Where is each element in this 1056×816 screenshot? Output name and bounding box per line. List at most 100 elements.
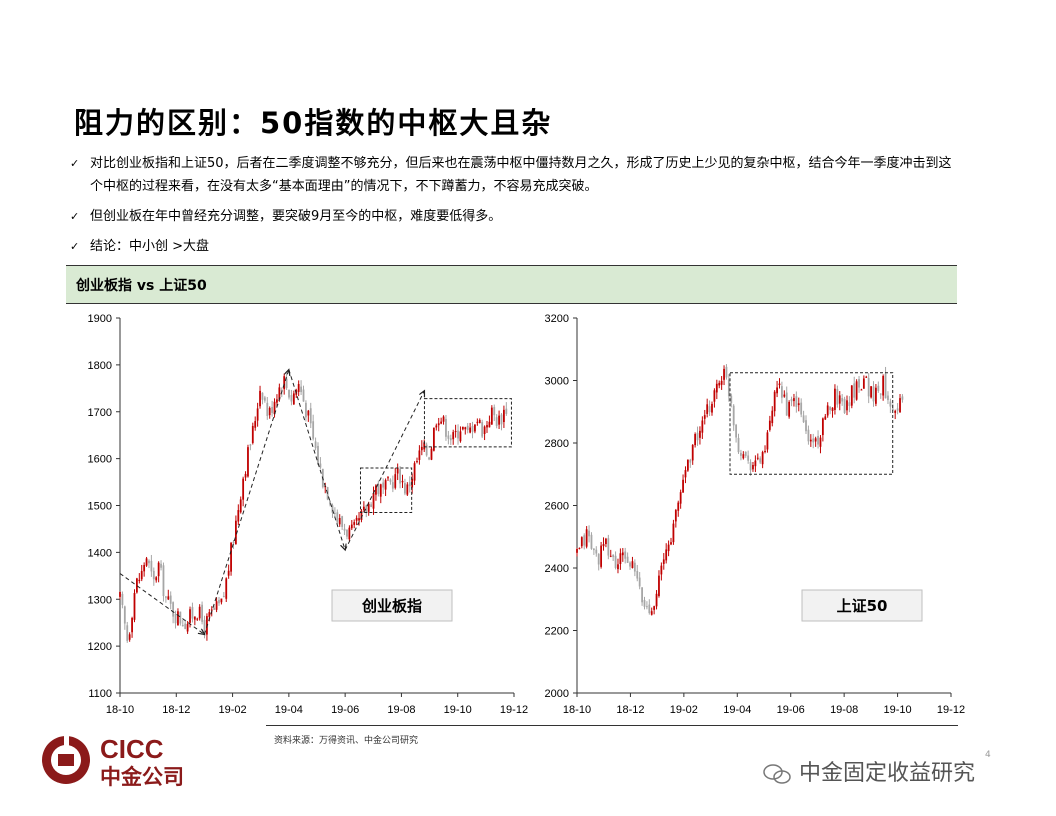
candle-body (346, 529, 348, 537)
candle-body (179, 611, 182, 624)
candle-body (703, 415, 706, 419)
page-number: 4 (985, 750, 991, 760)
candle-body (449, 438, 452, 441)
candle-body (597, 553, 600, 565)
y-tick-label: 1200 (88, 641, 112, 653)
candle-body (720, 380, 723, 385)
chart-label: 创业板指 (361, 597, 422, 615)
candle-body (309, 408, 312, 424)
candle-body (718, 382, 721, 386)
candle-body (682, 479, 684, 493)
candle-body (759, 458, 762, 463)
candle-body (251, 425, 254, 443)
candle-body (609, 555, 612, 557)
candle-body (133, 593, 136, 620)
candle-body (430, 448, 433, 460)
candle-body (283, 376, 286, 390)
candle-body (730, 395, 733, 403)
candle-body (747, 455, 750, 461)
candle-body (699, 430, 701, 438)
candle-body (254, 421, 257, 428)
candle-body (232, 541, 235, 544)
candle-body (800, 402, 803, 415)
candle-body (263, 397, 266, 401)
candle-body (882, 375, 885, 396)
chart-banner: 创业板指 vs 上证50 (66, 265, 957, 304)
candle-body (776, 387, 778, 394)
candle-body (157, 562, 160, 577)
candle-body (650, 611, 653, 615)
candle-body (143, 565, 146, 572)
candle-body (858, 379, 860, 388)
candle-body (498, 415, 500, 425)
candle-body (177, 611, 179, 626)
candle-body (181, 624, 184, 627)
candle-body (396, 467, 399, 474)
candle-body (773, 391, 776, 412)
candle-body (817, 435, 819, 445)
x-tick-label: 19-02 (219, 704, 247, 716)
x-tick-label: 19-12 (937, 704, 965, 716)
candle-body (244, 473, 247, 478)
candle-body (826, 405, 829, 416)
candle-body (612, 554, 615, 558)
bullet-list: ✓ 对比创业板指和上证50，后者在二季度调整不够充分，但后来也在震荡中枢中僵持数… (70, 152, 960, 258)
x-tick-label: 18-10 (106, 704, 134, 716)
candle-body (375, 485, 377, 495)
candle-body (469, 427, 472, 433)
y-tick-label: 2600 (545, 501, 569, 513)
candle-body (812, 438, 815, 443)
candle-body (302, 389, 305, 402)
x-tick-label: 18-10 (563, 704, 591, 716)
logo-cn: 中金公司 (100, 765, 184, 789)
candle-body (672, 523, 675, 543)
candle-body (367, 503, 370, 512)
candle-body (155, 577, 158, 581)
candle-body (319, 463, 322, 468)
candle-body (636, 571, 639, 579)
y-tick-label: 1400 (88, 547, 112, 559)
candle-body (399, 469, 401, 484)
candle-body (196, 618, 199, 620)
candle-body (684, 470, 687, 478)
candle-body (677, 502, 680, 511)
candle-body (239, 499, 242, 513)
candle-body (761, 452, 764, 465)
candle-body (379, 484, 382, 497)
candle-body (891, 408, 894, 411)
chart-label-box (801, 589, 923, 622)
candle-body (305, 402, 307, 418)
candle-body (662, 559, 665, 564)
candle-body (860, 389, 863, 391)
candle-body (749, 461, 752, 471)
candle-body (481, 422, 484, 437)
y-tick-label: 1700 (88, 407, 112, 419)
candle-body (578, 547, 581, 549)
candle-body (778, 383, 781, 386)
candle-body (249, 444, 252, 446)
x-tick-label: 18-12 (162, 704, 190, 716)
candle-body (503, 409, 505, 423)
candle-body (887, 395, 889, 401)
candle-body (846, 400, 848, 411)
y-tick-label: 2000 (545, 688, 569, 700)
candle-body (341, 516, 344, 527)
candle-body (189, 609, 191, 623)
candle-body (406, 484, 409, 495)
trend-arrow (288, 369, 345, 550)
candle-body (384, 480, 387, 490)
candle-body (754, 460, 757, 467)
candle-body (131, 618, 133, 633)
candle-body (331, 505, 334, 513)
candle-body (605, 538, 607, 544)
candle-body (121, 593, 124, 605)
candle-body (350, 524, 353, 529)
candle-body (447, 435, 450, 439)
candle-body (790, 399, 793, 402)
candle-body (894, 410, 897, 413)
candle-body (580, 537, 583, 547)
source-note: 资料来源：万得资讯、中金公司研究 (274, 736, 419, 746)
candle-body (348, 527, 351, 540)
chart-label-box (331, 589, 453, 622)
candle-body (829, 406, 832, 411)
